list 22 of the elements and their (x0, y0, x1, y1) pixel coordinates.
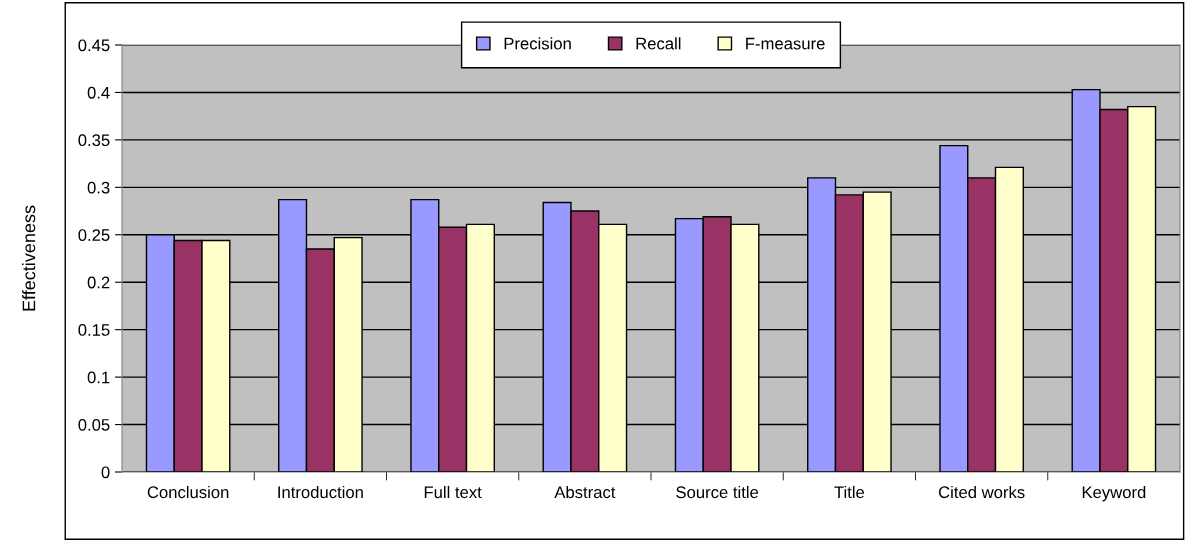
y-axis-title: Effectiveness (22, 205, 36, 311)
y-tick-label: 0.15 (78, 324, 110, 336)
x-tick-label: Conclusion (147, 485, 229, 499)
y-tick-label: 0.2 (87, 276, 110, 289)
legend-label: F-measure (746, 37, 825, 50)
x-tick-label: Cited works (938, 485, 1025, 499)
legend-label: Recall (636, 37, 681, 50)
x-tick-label: Abstract (554, 485, 616, 499)
y-tick-label: 0.3 (87, 181, 110, 194)
y-tick-label: 0.1 (87, 371, 110, 384)
y-tick-label: 0.4 (87, 86, 110, 99)
y-tick-label: 0.35 (78, 134, 110, 147)
y-tick-label: 0.25 (78, 229, 110, 241)
y-tick-label: 0.45 (78, 39, 110, 52)
legend-label: Precision (504, 37, 571, 50)
x-tick-label: Full text (424, 485, 482, 499)
x-tick-label: Introduction (278, 485, 363, 499)
x-tick-label: Keyword (1082, 485, 1146, 502)
y-tick-label: 0 (101, 466, 110, 479)
x-tick-label: Title (834, 485, 865, 499)
x-tick-label: Source title (676, 485, 759, 499)
y-tick-label: 0.05 (78, 418, 110, 431)
